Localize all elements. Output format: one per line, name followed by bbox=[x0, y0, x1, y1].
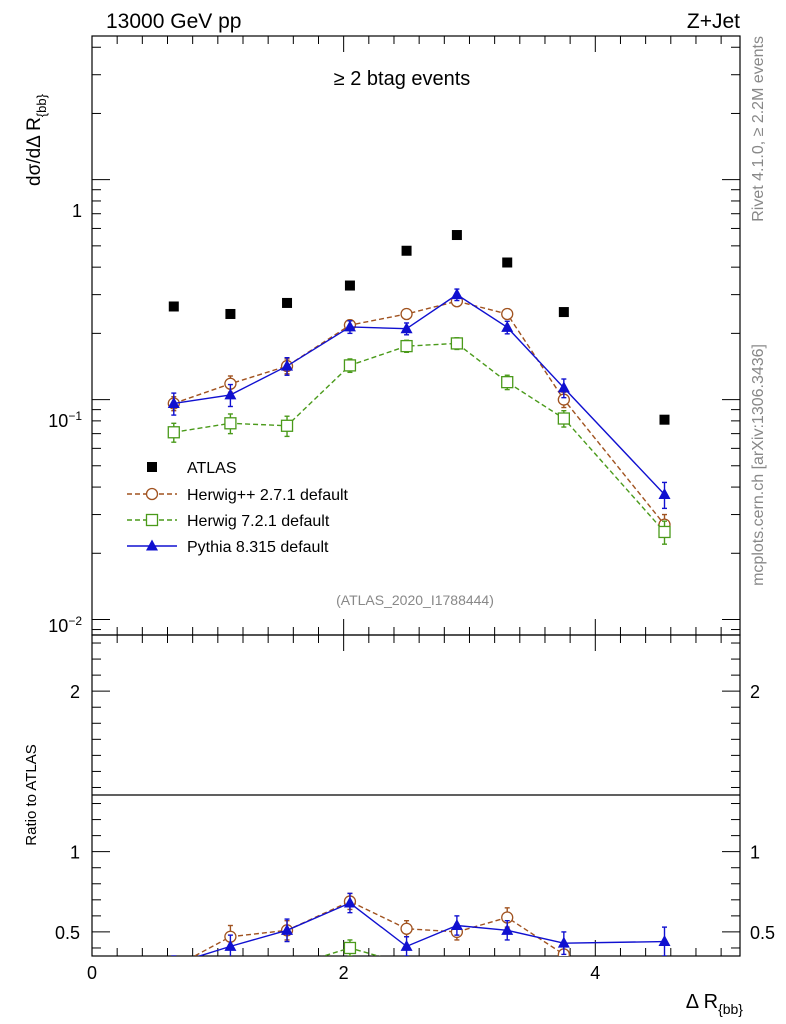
xtick-label: 2 bbox=[339, 963, 349, 983]
ratio-data-point bbox=[168, 958, 180, 969]
legend-marker bbox=[145, 487, 159, 501]
main-data-point bbox=[224, 388, 237, 400]
ratio-data-point bbox=[450, 919, 463, 931]
ratio-ytick-label-right: 1 bbox=[750, 843, 760, 863]
legend-label: ATLAS bbox=[187, 460, 237, 477]
header-energy-label: 13000 GeV pp bbox=[106, 10, 241, 33]
main-series-atlas bbox=[168, 230, 670, 425]
main-data-point bbox=[401, 245, 412, 256]
main-data-point bbox=[558, 307, 569, 318]
main-data-point bbox=[557, 412, 570, 425]
main-title: ≥ 2 btag events bbox=[334, 68, 471, 90]
main-data-point bbox=[167, 396, 180, 408]
legend-label: Herwig++ 2.7.1 default bbox=[187, 487, 349, 504]
main-data-point bbox=[557, 381, 570, 393]
legend: ATLAS Herwig++ 2.7.1 default Herwig 7.2.1 … bbox=[127, 460, 349, 556]
main-data-point bbox=[167, 426, 180, 439]
ratio-data-point bbox=[224, 939, 237, 951]
ratio-panel: 0.5 0.5 1 1 2 2 0 2 4 Ratio to ATLAS Δ R{bb} bbox=[23, 634, 775, 1017]
main-data-point bbox=[344, 280, 355, 291]
main-data-point bbox=[282, 297, 293, 308]
main-data-point bbox=[168, 301, 179, 312]
main-axis-ticks bbox=[91, 36, 740, 635]
legend-label: Pythia 8.315 default bbox=[187, 539, 329, 556]
ratio-series-pythia-8-315-default bbox=[168, 892, 671, 969]
xtick-label: 0 bbox=[87, 963, 97, 983]
ratio-data-point bbox=[658, 935, 671, 947]
ratio-ytick-label-left: 2 bbox=[70, 682, 80, 702]
main-data-point bbox=[658, 488, 671, 500]
ytick-label-1: 1 bbox=[72, 201, 82, 221]
main-panel: ≥ 2 btag events dσ/dΔ R{bb} 1 10−1 10−2 … bbox=[24, 35, 741, 636]
main-data-point bbox=[502, 257, 513, 268]
main-data-point bbox=[659, 414, 670, 425]
legend-marker bbox=[146, 539, 158, 551]
main-data-point bbox=[224, 417, 237, 430]
main-data-point bbox=[400, 322, 413, 334]
ratio-series-herwig-7-2-1-default bbox=[282, 939, 412, 973]
main-series-group bbox=[167, 230, 671, 545]
ratio-data-point bbox=[501, 923, 514, 935]
ratio-data-point bbox=[400, 922, 413, 935]
ratio-data-point bbox=[557, 936, 570, 948]
main-data-point bbox=[451, 230, 462, 241]
ratio-ytick-label-left: 0.5 bbox=[55, 923, 80, 943]
ratio-ytick-label-right: 0.5 bbox=[750, 923, 775, 943]
main-series-herwig-7-2-1-default bbox=[167, 337, 671, 545]
x-axis-label: Δ R{bb} bbox=[686, 991, 744, 1017]
main-data-point bbox=[501, 307, 514, 321]
main-data-point bbox=[400, 339, 413, 353]
ytick-label-0.1: 10−1 bbox=[48, 409, 82, 431]
main-data-point bbox=[450, 337, 464, 350]
ratio-data-point bbox=[343, 896, 356, 908]
header-process-label: Z+Jet bbox=[687, 10, 740, 33]
main-data-point bbox=[343, 320, 356, 332]
ratio-series-group bbox=[168, 892, 671, 973]
x-axis-subscript: {bb} bbox=[718, 1001, 743, 1017]
ratio-axis-ticks: 0.5 0.5 1 1 2 2 0 2 4 bbox=[55, 635, 775, 983]
main-data-point bbox=[400, 307, 413, 321]
main-data-point bbox=[501, 320, 514, 332]
ratio-data-point bbox=[400, 939, 413, 951]
main-data-point bbox=[281, 359, 294, 371]
legend-label: Herwig 7.2.1 default bbox=[187, 513, 330, 530]
main-data-point bbox=[658, 525, 671, 539]
analysis-tag: (ATLAS_2020_I1788444) bbox=[336, 592, 494, 608]
mcplots-label: mcplots.cern.ch [arXiv:1306.3436] bbox=[750, 344, 767, 586]
ratio-data-point bbox=[168, 962, 179, 973]
ratio-series-line bbox=[193, 900, 565, 956]
ratio-data-point bbox=[281, 923, 294, 935]
main-series-line bbox=[173, 293, 666, 496]
main-data-point bbox=[280, 419, 294, 432]
legend-marker bbox=[145, 513, 159, 527]
main-data-point bbox=[450, 288, 463, 300]
ratio-data-point bbox=[343, 941, 357, 955]
ratio-y-axis-label: Ratio to ATLAS bbox=[23, 744, 40, 845]
xtick-label: 4 bbox=[590, 963, 600, 983]
main-data-point bbox=[343, 359, 357, 372]
main-series-pythia-8-315-default bbox=[167, 288, 671, 510]
ratio-data-point bbox=[401, 959, 412, 970]
rivet-version-label: Rivet 4.1.0, ≥ 2.2M events bbox=[750, 36, 767, 222]
ratio-ytick-label-right: 2 bbox=[750, 682, 760, 702]
main-series-line bbox=[173, 342, 666, 533]
legend-marker bbox=[147, 462, 157, 472]
main-y-axis-subscript: {bb} bbox=[34, 93, 49, 117]
main-data-point bbox=[501, 376, 514, 389]
main-y-axis-label: dσ/dΔ R{bb} bbox=[24, 93, 49, 186]
ratio-ytick-label-left: 1 bbox=[70, 843, 80, 863]
main-data-point bbox=[225, 308, 236, 319]
ratio-data-point bbox=[282, 962, 293, 973]
ytick-label-0.01: 10−2 bbox=[48, 614, 82, 636]
